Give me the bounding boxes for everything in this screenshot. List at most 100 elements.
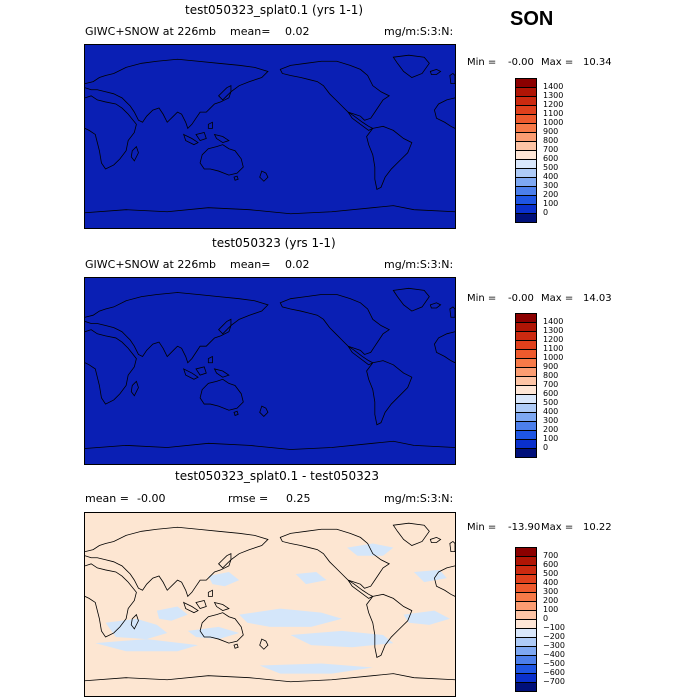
coastline [85,441,455,449]
panel1-max-value: 10.34 [583,57,612,68]
colorbar-label: 900 [543,127,559,136]
panel2-mean-value: 0.02 [285,258,310,271]
colorbar-label: 400 [543,578,559,587]
colorbar-label: 500 [543,398,559,407]
coastline [260,406,268,416]
coastline [260,171,268,181]
colorbar-label: 300 [543,416,559,425]
colorbar-label: 500 [543,569,559,578]
coastline [234,176,238,180]
coastline [367,126,412,189]
colorbar-label: 700 [543,380,559,389]
colorbar-label: 800 [543,136,559,145]
panel2-variable-label: GIWC+SNOW at 226mb [85,258,217,271]
coastline [85,206,455,214]
coastline [219,86,231,100]
colorbar-label: 100 [543,199,559,208]
colorbar-label: 1300 [543,326,564,335]
colorbar-label: 600 [543,154,559,163]
panel2-map [84,277,456,465]
coastline [215,369,229,377]
panel2-min-label: Min = [467,293,497,304]
negative-anomaly-region [413,569,447,583]
panel1-map [84,44,456,229]
colorbar-label: −700 [543,677,565,686]
panel1-max-label: Max = [541,57,574,68]
coastline [200,613,243,644]
coastline [434,98,455,129]
panel3-map [84,512,456,697]
coastline [85,564,136,637]
negative-anomaly-region [105,618,168,640]
coastline [215,602,229,610]
negative-anomaly-region [259,663,373,674]
coastline [393,523,429,545]
colorbar-label: −300 [543,641,565,650]
coastline [85,527,268,596]
coastline [200,379,243,410]
coastline [200,145,243,176]
coastline [434,566,455,597]
colorbar-label: −100 [543,623,565,632]
panel3-units: mg/m:S:3:N: [384,492,454,505]
coastline [260,639,268,649]
colorbar-label: −400 [543,650,565,659]
colorbar-label: 400 [543,407,559,416]
colorbar-label: 100 [543,605,559,614]
colorbar-label: 200 [543,596,559,605]
colorbar-label: 1200 [543,100,564,109]
coastline [85,59,268,128]
panel1-min-label: Min = [467,57,497,68]
colorbar-label: 1400 [543,317,564,326]
negative-anomaly-region [295,571,327,585]
coastline [367,361,412,425]
negative-anomaly-region [290,630,394,648]
coastline [184,134,198,144]
colorbar-label: 1100 [543,344,564,353]
colorbar-label: 700 [543,145,559,154]
coastline [85,674,455,682]
colorbar-label: 600 [543,560,559,569]
panel1-mean-value: 0.02 [285,25,310,38]
panel3-rmse-value: 0.25 [286,492,311,505]
colorbar-label: 300 [543,587,559,596]
panel1-min-value: -0.00 [508,57,534,68]
colorbar-label: −500 [543,659,565,668]
colorbar-label: 0 [543,208,549,217]
coastline [208,122,212,128]
colorbar-label: 700 [543,551,559,560]
colorbar-label: 900 [543,362,559,371]
panel3-title: test050323_splat0.1 - test050323 [175,469,380,483]
coastline [131,381,138,395]
negative-anomaly-region [239,608,342,627]
colorbar-label: 1000 [543,353,564,362]
colorbar-label: 100 [543,434,559,443]
colorbar-swatch [515,448,537,458]
colorbar-label: 1000 [543,118,564,127]
negative-anomaly-region [95,639,199,652]
panel3-min-label: Min = [467,522,497,533]
coastline [434,332,455,363]
coastline [85,96,136,169]
panel2-max-label: Max = [541,293,574,304]
panel1-variable-label: GIWC+SNOW at 226mb [85,25,217,38]
panel3-max-value: 10.22 [583,522,612,533]
coastline [131,615,138,629]
coastline [367,594,412,657]
colorbar-label: 1400 [543,82,564,91]
coastline [234,644,238,648]
coastline [234,411,238,415]
coastline [131,147,138,161]
colorbar-label: 600 [543,389,559,398]
panel3-rmse-label: rmse = [228,492,269,505]
coastline [208,590,212,596]
negative-anomaly-region [403,610,450,625]
coastline [430,537,440,542]
colorbar-label: 300 [543,181,559,190]
coastline [280,295,389,355]
colorbar-label: 1100 [543,109,564,118]
panel3-mean-label: mean = [85,492,129,505]
panel1-title: test050323_splat0.1 (yrs 1-1) [185,3,364,17]
panel2-title: test050323 (yrs 1-1) [212,236,336,250]
coastline [280,61,389,120]
